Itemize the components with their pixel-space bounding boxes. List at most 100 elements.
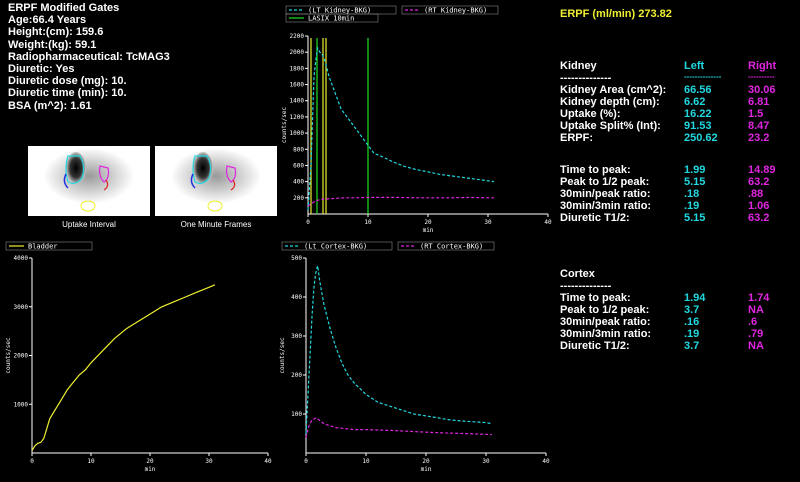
kidney-row-right-value: 6.81 bbox=[748, 96, 770, 108]
kidney-row-right-value: 1.5 bbox=[748, 108, 764, 120]
series-line bbox=[305, 417, 493, 438]
kidney-title: Kidney bbox=[560, 60, 597, 72]
kidney-row-label: Uptake (%): bbox=[560, 108, 621, 120]
separator: ---------- bbox=[748, 72, 775, 81]
frames-image-drawing bbox=[171, 148, 261, 212]
frames-caption: One Minute Frames bbox=[180, 220, 252, 229]
uptake-image[interactable] bbox=[28, 146, 150, 216]
kidney-row-label: Peak to 1/2 peak: bbox=[560, 176, 650, 188]
patient-line: Diuretic: Yes bbox=[8, 63, 75, 76]
y-tick-label: 1800 bbox=[290, 65, 305, 72]
legend-box bbox=[281, 241, 393, 251]
y-tick-label: 200 bbox=[293, 195, 304, 202]
separator: -------------- bbox=[684, 72, 722, 81]
series-line bbox=[305, 265, 493, 434]
kidney-row-label: Time to peak: bbox=[560, 164, 631, 176]
kidney-row-label: Kidney depth (cm): bbox=[560, 96, 660, 108]
kidney-row-right-value: 63.2 bbox=[748, 212, 770, 224]
kidney-row-right-value: 14.89 bbox=[748, 164, 776, 176]
cortex-row-label: 30min/peak ratio: bbox=[560, 316, 651, 328]
kidney-row-label: 30min/peak ratio: bbox=[560, 188, 651, 200]
cortex-row-right-value: .6 bbox=[748, 316, 758, 328]
y-tick-label: 4000 bbox=[14, 255, 29, 262]
cortex-title: Cortex bbox=[560, 268, 595, 280]
y-tick-label: 1200 bbox=[290, 114, 305, 121]
x-axis-label: min bbox=[421, 466, 432, 473]
y-tick-label: 300 bbox=[291, 333, 302, 340]
cortex-row-label: Diuretic T1/2: bbox=[560, 340, 630, 352]
kidney-row-left-value: 5.15 bbox=[684, 212, 706, 224]
y-tick-label: 2000 bbox=[14, 353, 29, 360]
y-tick-label: 1000 bbox=[14, 401, 29, 408]
y-tick-label: 500 bbox=[291, 255, 302, 262]
kidney-table: Kidney Left Right -------------- -------… bbox=[560, 60, 800, 230]
bladder-chart: 0 10 20 30 40 1000 2000 3000 4000 min counts/sec Bl… bbox=[5, 241, 272, 473]
y-axis-label: counts/sec bbox=[281, 107, 288, 144]
series-line bbox=[31, 284, 216, 451]
erpf-label: ERPF (ml/min) bbox=[560, 8, 636, 20]
x-axis-label: min bbox=[145, 466, 156, 473]
x-tick-label: 10 bbox=[87, 458, 95, 465]
legend-label: Bladder bbox=[28, 243, 58, 251]
cortex-row-label: Time to peak: bbox=[560, 292, 631, 304]
kidney-row-right-value: 1.06 bbox=[748, 200, 770, 212]
patient-line: Age:66.4 Years bbox=[8, 14, 87, 27]
x-tick-label: 10 bbox=[364, 219, 372, 226]
x-tick-label: 30 bbox=[205, 458, 213, 465]
kidney-row-label: ERPF: bbox=[560, 132, 593, 144]
legend-entry: (RT Kidney-BKG) bbox=[401, 5, 499, 15]
x-tick-label: 0 bbox=[304, 458, 308, 465]
patient-line: Diuretic time (min): 10. bbox=[8, 87, 127, 100]
x-tick-label: 0 bbox=[30, 458, 34, 465]
legend-box bbox=[5, 241, 93, 251]
x-tick-label: 40 bbox=[542, 458, 550, 465]
kidney-row-right-value: .88 bbox=[748, 188, 764, 200]
cortex-row-right-value: 1.74 bbox=[748, 292, 770, 304]
cortex-row-left-value: 3.7 bbox=[684, 304, 700, 316]
legend-entry: (RT Cortex-BKG) bbox=[397, 241, 495, 251]
kidney-row-left-value: 16.22 bbox=[684, 108, 712, 120]
patient-info: ERPF Modified Gates Age:66.4 Years Heigh… bbox=[8, 2, 170, 112]
patient-line: Diuretic dose (mg): 10. bbox=[8, 75, 127, 88]
cortex-row-left-value: .16 bbox=[684, 316, 700, 328]
y-tick-label: 400 bbox=[293, 179, 304, 186]
y-tick-label: 100 bbox=[291, 411, 302, 418]
kidney-row-left-value: 66.56 bbox=[684, 84, 712, 96]
legend-entry: LASIX 10min bbox=[285, 13, 379, 23]
y-axis-label: counts/sec bbox=[5, 337, 12, 374]
y-tick-label: 2200 bbox=[290, 33, 305, 40]
uptake-caption: Uptake Interval bbox=[62, 220, 116, 229]
left-header: Left bbox=[684, 60, 705, 72]
kidney-row-label: Kidney Area (cm^2): bbox=[560, 84, 667, 96]
legend-label: LASIX 10min bbox=[308, 15, 354, 23]
kidney-row-left-value: 1.99 bbox=[684, 164, 706, 176]
x-tick-label: 10 bbox=[362, 458, 370, 465]
y-tick-label: 1600 bbox=[290, 82, 305, 89]
legend-label: (RT Kidney-BKG) bbox=[424, 7, 487, 15]
kidney-row-right-value: 63.2 bbox=[748, 176, 770, 188]
kidney-row-label: Diuretic T1/2: bbox=[560, 212, 630, 224]
y-axis-label: counts/sec bbox=[279, 337, 286, 374]
cortex-row-left-value: 1.94 bbox=[684, 292, 706, 304]
right-header: Right bbox=[748, 60, 777, 72]
y-tick-label: 1000 bbox=[290, 130, 305, 137]
erpf-summary: ERPF (ml/min) 273.82 bbox=[560, 8, 672, 20]
x-tick-label: 20 bbox=[146, 458, 154, 465]
y-tick-label: 2000 bbox=[290, 49, 305, 56]
kidney-row-label: Uptake Split% (Int): bbox=[560, 120, 661, 132]
x-tick-label: 20 bbox=[422, 458, 430, 465]
x-tick-label: 30 bbox=[482, 458, 490, 465]
separator: -------------- bbox=[560, 72, 612, 84]
kidney-row-left-value: 5.15 bbox=[684, 176, 706, 188]
y-tick-label: 3000 bbox=[14, 304, 29, 311]
kidney-row-right-value: 30.06 bbox=[748, 84, 776, 96]
x-tick-label: 20 bbox=[424, 219, 432, 226]
legend-entry: (Lt Cortex-BKG) bbox=[281, 241, 393, 251]
legend-entry: (LT Kidney-BKG) bbox=[285, 5, 397, 15]
frames-image[interactable] bbox=[155, 146, 277, 216]
erpf-value: 273.82 bbox=[638, 8, 672, 20]
patient-line: Weight:(kg): 59.1 bbox=[8, 38, 97, 51]
y-tick-label: 200 bbox=[291, 372, 302, 379]
y-tick-label: 600 bbox=[293, 162, 304, 169]
kidney-row-right-value: 8.47 bbox=[748, 120, 770, 132]
